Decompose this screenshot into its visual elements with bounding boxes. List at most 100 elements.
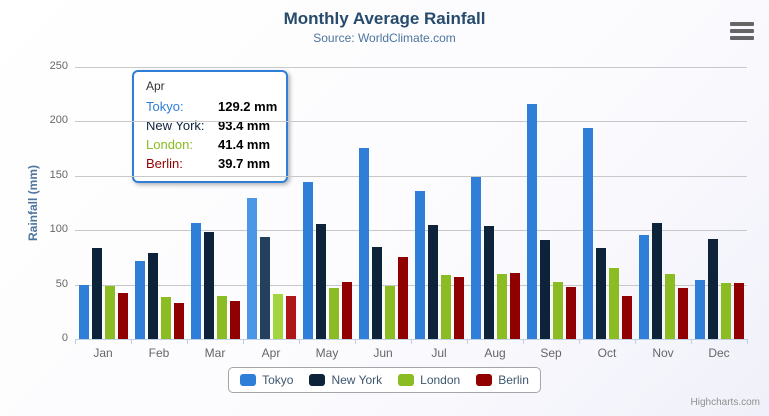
bar-london-nov[interactable]: [665, 274, 675, 339]
legend-item-label: London: [420, 373, 461, 387]
bar-london-feb[interactable]: [161, 297, 171, 339]
context-menu-button[interactable]: [730, 22, 754, 41]
x-axis-tick: [635, 339, 636, 344]
x-axis-category-label: Jun: [373, 346, 393, 360]
bar-berlin-may[interactable]: [342, 282, 352, 339]
bar-new-york-sep[interactable]: [540, 240, 550, 339]
y-axis-tick-label: 150: [49, 169, 68, 181]
x-axis-category-label: Mar: [204, 346, 226, 360]
bar-berlin-dec[interactable]: [734, 283, 744, 339]
x-axis-category-label: Aug: [484, 346, 506, 360]
tooltip-row: London: 41.4 mm: [146, 135, 274, 154]
bar-london-apr[interactable]: [273, 294, 283, 339]
bar-london-sep[interactable]: [553, 282, 563, 339]
x-axis-tick: [579, 339, 580, 344]
bar-tokyo-aug[interactable]: [471, 177, 481, 339]
bar-berlin-jan[interactable]: [118, 293, 128, 339]
x-axis-tick: [187, 339, 188, 344]
legend-swatch-icon: [398, 374, 415, 386]
bar-tokyo-jan[interactable]: [79, 285, 89, 339]
bar-london-jul[interactable]: [441, 275, 451, 339]
x-axis-category-label: Feb: [148, 346, 170, 360]
y-axis-tick-label: 100: [49, 223, 68, 235]
legend-item-berlin[interactable]: Berlin: [476, 373, 529, 387]
legend-swatch-icon: [240, 374, 257, 386]
tooltip-row: New York: 93.4 mm: [146, 116, 274, 135]
bar-tokyo-mar[interactable]: [191, 223, 201, 339]
gridline: [75, 176, 747, 177]
tooltip-series-name: New York:: [146, 118, 205, 133]
bar-new-york-jul[interactable]: [428, 225, 438, 339]
legend: Tokyo New York London Berlin: [0, 367, 769, 393]
bar-tokyo-oct[interactable]: [583, 128, 593, 339]
hamburger-icon: [730, 29, 754, 33]
legend-item-label: New York: [331, 373, 383, 387]
hamburger-icon: [730, 36, 754, 40]
bar-new-york-feb[interactable]: [148, 253, 158, 339]
x-axis-tick: [411, 339, 412, 344]
bar-berlin-nov[interactable]: [678, 288, 688, 339]
bar-tokyo-feb[interactable]: [135, 261, 145, 339]
bar-new-york-dec[interactable]: [708, 239, 718, 339]
bar-new-york-mar[interactable]: [204, 232, 214, 339]
bar-new-york-aug[interactable]: [484, 226, 494, 339]
bar-london-jun[interactable]: [385, 286, 395, 339]
bar-tokyo-dec[interactable]: [695, 280, 705, 339]
x-axis-category-label: Oct: [597, 346, 617, 360]
bar-new-york-nov[interactable]: [652, 223, 662, 339]
credits-link[interactable]: Highcharts.com: [690, 397, 760, 408]
bar-tokyo-may[interactable]: [303, 182, 313, 339]
bar-london-aug[interactable]: [497, 274, 507, 339]
bar-tokyo-sep[interactable]: [527, 104, 537, 339]
bar-berlin-jul[interactable]: [454, 277, 464, 339]
bar-london-mar[interactable]: [217, 296, 227, 339]
bar-new-york-jun[interactable]: [372, 247, 382, 339]
bar-new-york-jan[interactable]: [92, 248, 102, 339]
x-axis-category-label: May: [315, 346, 339, 360]
bar-new-york-may[interactable]: [316, 224, 326, 339]
y-axis-tick-label: 50: [55, 278, 68, 290]
bar-tokyo-nov[interactable]: [639, 235, 649, 339]
legend-item-new-york[interactable]: New York: [309, 373, 382, 387]
bar-london-jan[interactable]: [105, 286, 115, 339]
legend-swatch-icon: [309, 374, 326, 386]
x-axis-tick: [299, 339, 300, 344]
x-axis-category-label: Sep: [540, 346, 562, 360]
legend-item-label: Tokyo: [262, 373, 294, 387]
tooltip-series-value: 41.4 mm: [218, 137, 271, 152]
bar-london-dec[interactable]: [721, 283, 731, 339]
tooltip-row: Berlin: 39.7 mm: [146, 154, 274, 173]
legend-box: Tokyo New York London Berlin: [228, 367, 541, 393]
bar-new-york-apr[interactable]: [260, 237, 270, 339]
bar-berlin-aug[interactable]: [510, 273, 520, 339]
legend-item-tokyo[interactable]: Tokyo: [240, 373, 293, 387]
x-axis-tick: [523, 339, 524, 344]
bar-london-may[interactable]: [329, 288, 339, 339]
x-axis-category-label: Dec: [708, 346, 730, 360]
legend-item-london[interactable]: London: [398, 373, 460, 387]
bar-new-york-oct[interactable]: [596, 248, 606, 339]
bar-tokyo-apr[interactable]: [247, 198, 257, 339]
x-axis-category-label: Jan: [93, 346, 113, 360]
bar-berlin-apr[interactable]: [286, 296, 296, 339]
tooltip-series-name: London:: [146, 137, 193, 152]
bar-tokyo-jun[interactable]: [359, 148, 369, 339]
x-axis-category-label: Jul: [431, 346, 447, 360]
tooltip-series-name: Berlin:: [146, 156, 183, 171]
bar-london-oct[interactable]: [609, 268, 619, 339]
bar-berlin-feb[interactable]: [174, 303, 184, 339]
tooltip: Apr Tokyo: 129.2 mm New York: 93.4 mm London…: [132, 70, 288, 183]
tooltip-series-name: Tokyo:: [146, 99, 184, 114]
bar-berlin-oct[interactable]: [622, 296, 632, 339]
y-axis-tick-label: 250: [49, 60, 68, 72]
x-axis-tick: [131, 339, 132, 344]
x-axis-tick: [243, 339, 244, 344]
bar-tokyo-jul[interactable]: [415, 191, 425, 339]
bar-berlin-jun[interactable]: [398, 257, 408, 339]
bar-berlin-sep[interactable]: [566, 287, 576, 339]
gridline: [75, 230, 747, 231]
tooltip-series-value: 39.7 mm: [218, 156, 271, 171]
bar-berlin-mar[interactable]: [230, 301, 240, 339]
x-axis-tick: [355, 339, 356, 344]
